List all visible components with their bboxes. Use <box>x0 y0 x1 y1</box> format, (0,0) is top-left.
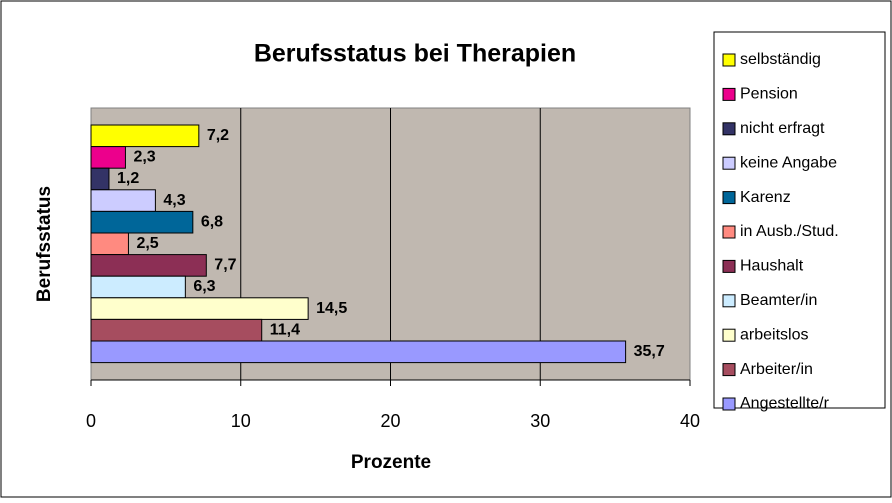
value-label: 4,3 <box>163 192 185 209</box>
legend-label: selbständig <box>740 51 821 68</box>
value-label: 14,5 <box>316 300 347 317</box>
value-label: 7,2 <box>207 127 229 144</box>
legend-swatch <box>722 191 736 205</box>
x-axis-label: Prozente <box>351 452 431 473</box>
value-label: 2,5 <box>136 235 158 252</box>
x-tick-label: 30 <box>530 411 550 431</box>
x-tick-label: 10 <box>231 411 251 431</box>
bar <box>90 232 129 256</box>
value-label: 6,3 <box>193 278 215 295</box>
legend-label: Haushalt <box>740 258 804 275</box>
bar <box>90 124 200 148</box>
legend-label: in Ausb./Stud. <box>740 223 839 240</box>
legend-label: Beamter/in <box>740 292 817 309</box>
bar <box>90 254 207 277</box>
legend-swatch <box>722 122 736 136</box>
legend-label: Karenz <box>740 189 791 206</box>
bar <box>90 297 309 320</box>
legend-label: keine Angabe <box>740 154 837 171</box>
value-label: 35,7 <box>634 343 665 360</box>
x-tick-label: 20 <box>380 411 400 431</box>
x-tick-label: 0 <box>86 411 96 431</box>
legend-swatch <box>722 294 736 308</box>
bar <box>90 210 194 234</box>
value-label: 2,3 <box>133 149 155 166</box>
legend-label: Angestellte/r <box>740 395 830 412</box>
y-axis-label: Berufsstatus <box>34 186 55 302</box>
legend-label: Pension <box>740 86 798 103</box>
legend-label: arbeitslos <box>740 326 808 343</box>
legend-label: nicht erfragt <box>740 120 825 137</box>
legend-swatch <box>722 87 736 101</box>
bar <box>90 275 186 299</box>
legend-swatch <box>722 328 736 342</box>
legend-swatch <box>722 53 736 67</box>
bar <box>90 189 156 212</box>
x-tick-label: 40 <box>680 411 700 431</box>
value-label: 1,2 <box>117 170 139 187</box>
legend-swatch <box>722 397 736 411</box>
value-label: 6,8 <box>201 213 223 230</box>
bar <box>90 167 110 191</box>
legend-swatch <box>722 156 736 170</box>
bar <box>90 318 263 342</box>
legend-swatch <box>722 225 736 239</box>
legend-swatch <box>722 363 736 377</box>
legend-label: Arbeiter/in <box>740 361 813 378</box>
value-label: 11,4 <box>270 321 300 338</box>
legend-box <box>713 31 886 409</box>
chart-title: Berufsstatus bei Therapien <box>254 40 576 68</box>
legend-swatch <box>722 259 736 273</box>
bar <box>90 146 126 169</box>
bar <box>90 340 627 364</box>
value-label: 7,7 <box>214 257 236 274</box>
